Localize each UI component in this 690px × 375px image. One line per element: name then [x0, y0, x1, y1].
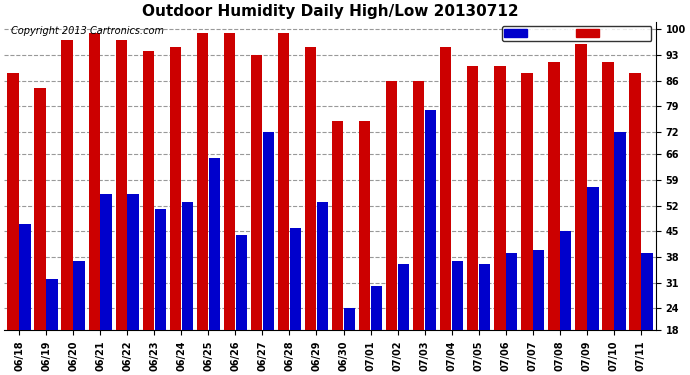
Bar — [344, 308, 355, 330]
Bar — [479, 264, 491, 330]
Bar — [494, 66, 506, 330]
Bar — [19, 224, 30, 330]
Bar — [641, 253, 653, 330]
Bar — [614, 132, 626, 330]
Bar — [575, 44, 586, 330]
Bar — [317, 202, 328, 330]
Bar — [425, 110, 436, 330]
Bar — [521, 73, 533, 330]
Bar — [359, 121, 371, 330]
Bar — [8, 73, 19, 330]
Bar — [250, 55, 262, 330]
Title: Outdoor Humidity Daily High/Low 20130712: Outdoor Humidity Daily High/Low 20130712 — [141, 4, 518, 19]
Bar — [155, 209, 166, 330]
Bar — [73, 261, 85, 330]
Bar — [34, 88, 46, 330]
Bar — [533, 250, 544, 330]
Bar — [467, 66, 478, 330]
Bar — [452, 261, 463, 330]
Bar — [263, 132, 274, 330]
Bar — [629, 73, 641, 330]
Bar — [61, 40, 73, 330]
Bar — [224, 33, 235, 330]
Bar — [46, 279, 58, 330]
Legend: Low  (%), High  (%): Low (%), High (%) — [502, 26, 651, 40]
Bar — [560, 231, 571, 330]
Bar — [371, 286, 382, 330]
Bar — [181, 202, 193, 330]
Bar — [116, 40, 127, 330]
Bar — [290, 228, 301, 330]
Bar — [440, 48, 451, 330]
Bar — [143, 51, 154, 330]
Bar — [208, 158, 220, 330]
Bar — [386, 81, 397, 330]
Bar — [88, 33, 100, 330]
Bar — [413, 81, 424, 330]
Bar — [549, 62, 560, 330]
Bar — [197, 33, 208, 330]
Bar — [602, 62, 613, 330]
Bar — [398, 264, 409, 330]
Text: Copyright 2013 Cartronics.com: Copyright 2013 Cartronics.com — [10, 26, 164, 36]
Bar — [587, 187, 598, 330]
Bar — [278, 33, 289, 330]
Bar — [128, 195, 139, 330]
Bar — [170, 48, 181, 330]
Bar — [332, 121, 343, 330]
Bar — [506, 253, 518, 330]
Bar — [305, 48, 316, 330]
Bar — [101, 195, 112, 330]
Bar — [236, 235, 247, 330]
